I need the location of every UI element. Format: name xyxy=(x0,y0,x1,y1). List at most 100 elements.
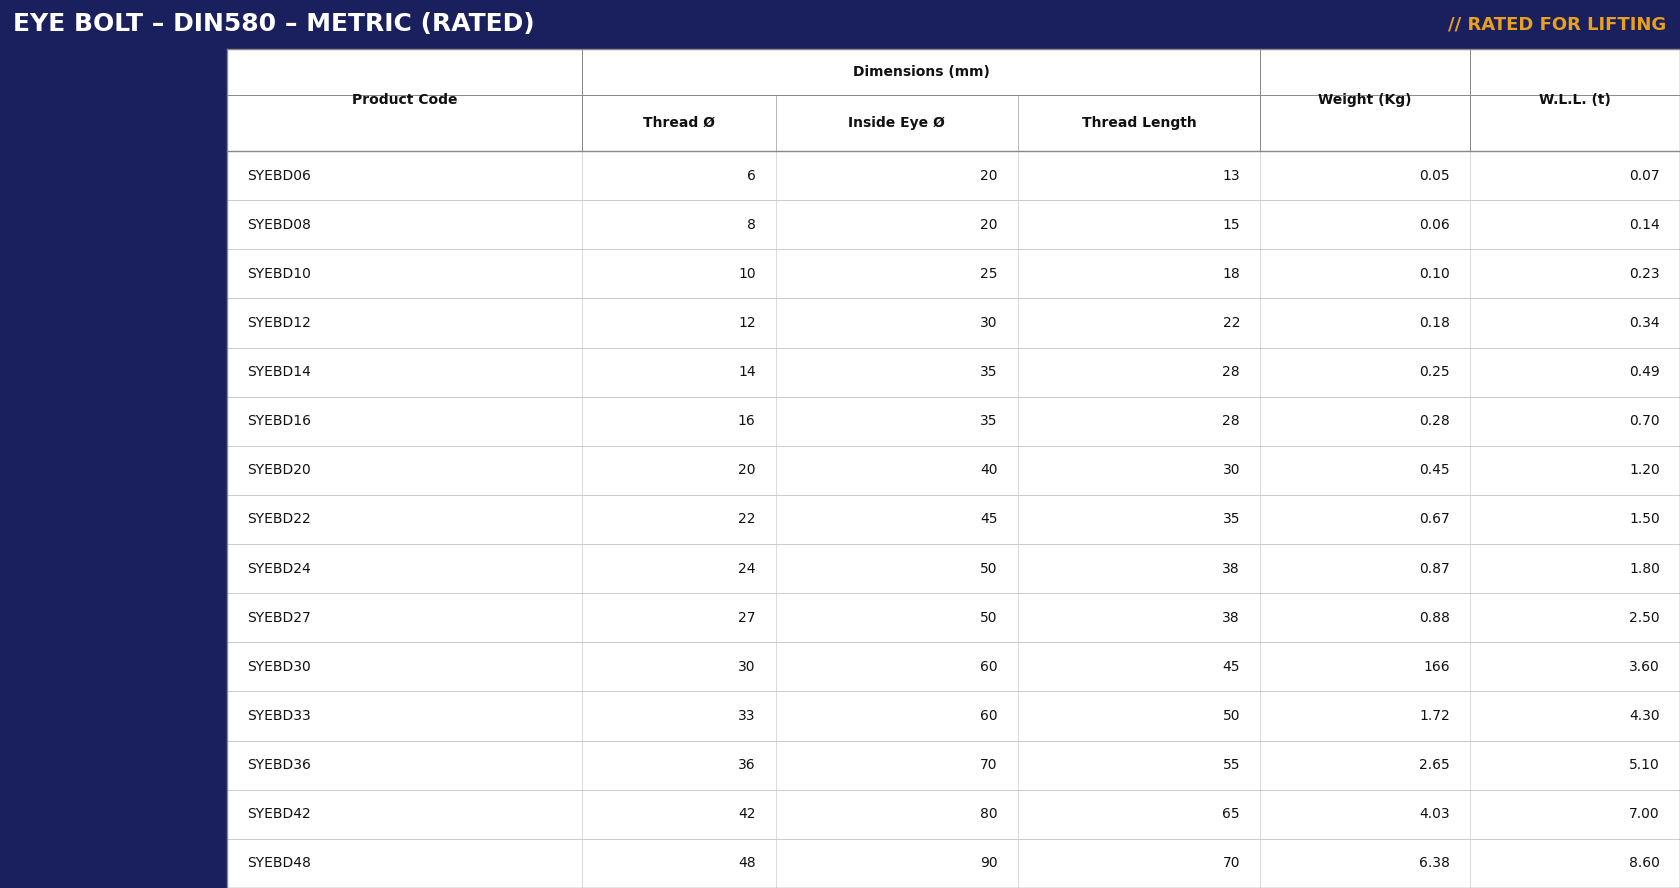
Text: 20: 20 xyxy=(738,464,756,478)
Text: 6.38: 6.38 xyxy=(1420,856,1450,870)
Text: 48: 48 xyxy=(738,856,756,870)
Text: SYEBD30: SYEBD30 xyxy=(247,660,311,674)
Text: 35: 35 xyxy=(981,414,998,428)
Text: 4.03: 4.03 xyxy=(1420,807,1450,821)
Text: 20: 20 xyxy=(981,218,998,232)
FancyBboxPatch shape xyxy=(227,200,1680,250)
Text: 27: 27 xyxy=(738,611,756,625)
Text: SYEBD36: SYEBD36 xyxy=(247,758,311,773)
Text: // RATED FOR LIFTING: // RATED FOR LIFTING xyxy=(1448,15,1667,34)
Text: 5.10: 5.10 xyxy=(1630,758,1660,773)
Text: 45: 45 xyxy=(981,512,998,527)
Text: 20: 20 xyxy=(981,169,998,183)
Text: 0.70: 0.70 xyxy=(1630,414,1660,428)
Text: 2.65: 2.65 xyxy=(1420,758,1450,773)
FancyBboxPatch shape xyxy=(227,789,1680,839)
Text: 30: 30 xyxy=(1223,464,1240,478)
Text: 6: 6 xyxy=(746,169,756,183)
FancyBboxPatch shape xyxy=(0,0,1680,49)
Text: 0.23: 0.23 xyxy=(1630,266,1660,281)
Text: 12: 12 xyxy=(738,316,756,330)
FancyBboxPatch shape xyxy=(227,741,1680,789)
Text: SYEBD16: SYEBD16 xyxy=(247,414,311,428)
Text: 0.67: 0.67 xyxy=(1420,512,1450,527)
Text: 22: 22 xyxy=(1223,316,1240,330)
FancyBboxPatch shape xyxy=(227,151,1680,200)
Text: 0.25: 0.25 xyxy=(1420,365,1450,379)
Text: Thread Ø: Thread Ø xyxy=(643,115,716,130)
FancyBboxPatch shape xyxy=(227,347,1680,397)
FancyBboxPatch shape xyxy=(227,446,1680,495)
Text: 0.05: 0.05 xyxy=(1420,169,1450,183)
Text: 0.10: 0.10 xyxy=(1420,266,1450,281)
Text: 50: 50 xyxy=(1223,709,1240,723)
Text: 80: 80 xyxy=(979,807,998,821)
Text: 28: 28 xyxy=(1223,414,1240,428)
Text: SYEBD33: SYEBD33 xyxy=(247,709,311,723)
Text: Weight (Kg): Weight (Kg) xyxy=(1319,93,1411,107)
Text: Thread Length: Thread Length xyxy=(1082,115,1196,130)
FancyBboxPatch shape xyxy=(227,49,1680,151)
FancyBboxPatch shape xyxy=(0,49,227,888)
FancyBboxPatch shape xyxy=(776,95,1018,151)
Text: 35: 35 xyxy=(1223,512,1240,527)
Text: 14: 14 xyxy=(738,365,756,379)
FancyBboxPatch shape xyxy=(227,49,581,151)
FancyBboxPatch shape xyxy=(581,95,776,151)
Text: 1.80: 1.80 xyxy=(1630,561,1660,575)
Text: 1.20: 1.20 xyxy=(1630,464,1660,478)
FancyBboxPatch shape xyxy=(227,495,1680,544)
Text: 8.60: 8.60 xyxy=(1630,856,1660,870)
Text: 0.45: 0.45 xyxy=(1420,464,1450,478)
Text: SYEBD27: SYEBD27 xyxy=(247,611,311,625)
Text: 4.30: 4.30 xyxy=(1630,709,1660,723)
Text: 22: 22 xyxy=(738,512,756,527)
Text: 166: 166 xyxy=(1423,660,1450,674)
Text: 70: 70 xyxy=(981,758,998,773)
Text: 42: 42 xyxy=(738,807,756,821)
Text: 1.50: 1.50 xyxy=(1630,512,1660,527)
FancyBboxPatch shape xyxy=(1260,49,1470,151)
Text: 70: 70 xyxy=(1223,856,1240,870)
Text: 0.88: 0.88 xyxy=(1420,611,1450,625)
FancyBboxPatch shape xyxy=(227,250,1680,298)
FancyBboxPatch shape xyxy=(227,642,1680,692)
Text: 38: 38 xyxy=(1223,561,1240,575)
Text: SYEBD42: SYEBD42 xyxy=(247,807,311,821)
Text: Inside Eye Ø: Inside Eye Ø xyxy=(848,115,946,130)
Text: SYEBD14: SYEBD14 xyxy=(247,365,311,379)
Text: 18: 18 xyxy=(1223,266,1240,281)
Text: Dimensions (mm): Dimensions (mm) xyxy=(853,65,990,79)
Text: 0.14: 0.14 xyxy=(1630,218,1660,232)
FancyBboxPatch shape xyxy=(227,397,1680,446)
Text: 0.49: 0.49 xyxy=(1630,365,1660,379)
Text: 24: 24 xyxy=(738,561,756,575)
Text: 40: 40 xyxy=(981,464,998,478)
FancyBboxPatch shape xyxy=(227,298,1680,347)
Text: 25: 25 xyxy=(981,266,998,281)
Text: 30: 30 xyxy=(981,316,998,330)
Text: 38: 38 xyxy=(1223,611,1240,625)
Text: 36: 36 xyxy=(738,758,756,773)
Text: 0.07: 0.07 xyxy=(1630,169,1660,183)
Text: 60: 60 xyxy=(979,660,998,674)
Text: 15: 15 xyxy=(1223,218,1240,232)
Text: 50: 50 xyxy=(981,561,998,575)
Text: 0.34: 0.34 xyxy=(1630,316,1660,330)
FancyBboxPatch shape xyxy=(227,692,1680,741)
Text: 2.50: 2.50 xyxy=(1630,611,1660,625)
Text: 7.00: 7.00 xyxy=(1630,807,1660,821)
Text: 3.60: 3.60 xyxy=(1630,660,1660,674)
Text: 65: 65 xyxy=(1223,807,1240,821)
FancyBboxPatch shape xyxy=(227,49,1680,888)
Text: 16: 16 xyxy=(738,414,756,428)
FancyBboxPatch shape xyxy=(1470,49,1680,151)
Text: SYEBD12: SYEBD12 xyxy=(247,316,311,330)
Text: EYE BOLT – DIN580 – METRIC (RATED): EYE BOLT – DIN580 – METRIC (RATED) xyxy=(13,12,534,36)
Text: W.L.L. (t): W.L.L. (t) xyxy=(1539,93,1611,107)
Text: 0.87: 0.87 xyxy=(1420,561,1450,575)
Text: 28: 28 xyxy=(1223,365,1240,379)
Text: 35: 35 xyxy=(981,365,998,379)
Text: SYEBD24: SYEBD24 xyxy=(247,561,311,575)
Text: 10: 10 xyxy=(738,266,756,281)
